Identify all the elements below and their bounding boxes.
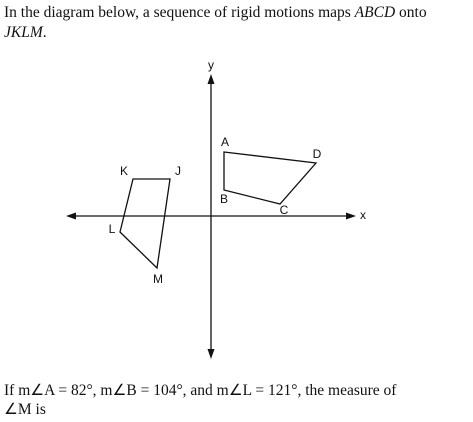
vertex-label: L	[109, 222, 116, 236]
arrow	[346, 212, 356, 220]
quadrilateral-jklm	[119, 178, 171, 270]
vertex-label: B	[220, 192, 228, 206]
question-line: ∠M is	[4, 401, 46, 418]
axis-label: x	[360, 208, 366, 222]
arrow	[207, 349, 215, 359]
question-line: If m∠A = 82°, m∠B = 104°, and m∠L = 121°…	[4, 382, 397, 399]
quadrilateral-abcd	[223, 151, 318, 205]
vertex-label: D	[313, 147, 322, 161]
arrow	[207, 74, 215, 84]
figure-name: JKLM	[4, 24, 43, 41]
vertex-label: A	[221, 135, 229, 149]
vertex-label: M	[153, 272, 163, 286]
axis-label: y	[208, 58, 214, 72]
intro-line: JKLM.	[4, 23, 47, 43]
arrow	[66, 212, 76, 220]
intro-text: .	[42, 24, 47, 41]
vertex-label: J	[175, 164, 181, 178]
figure-name: ABCD	[354, 4, 396, 21]
intro-text: In the diagram below, a sequence of rigi…	[4, 4, 355, 21]
arrowheads	[66, 74, 356, 359]
intro-text: onto	[395, 4, 427, 21]
intro-line: In the diagram below, a sequence of rigi…	[4, 3, 427, 23]
axes	[70, 78, 352, 356]
vertex-label: K	[120, 164, 128, 178]
vertex-label: C	[280, 203, 289, 217]
